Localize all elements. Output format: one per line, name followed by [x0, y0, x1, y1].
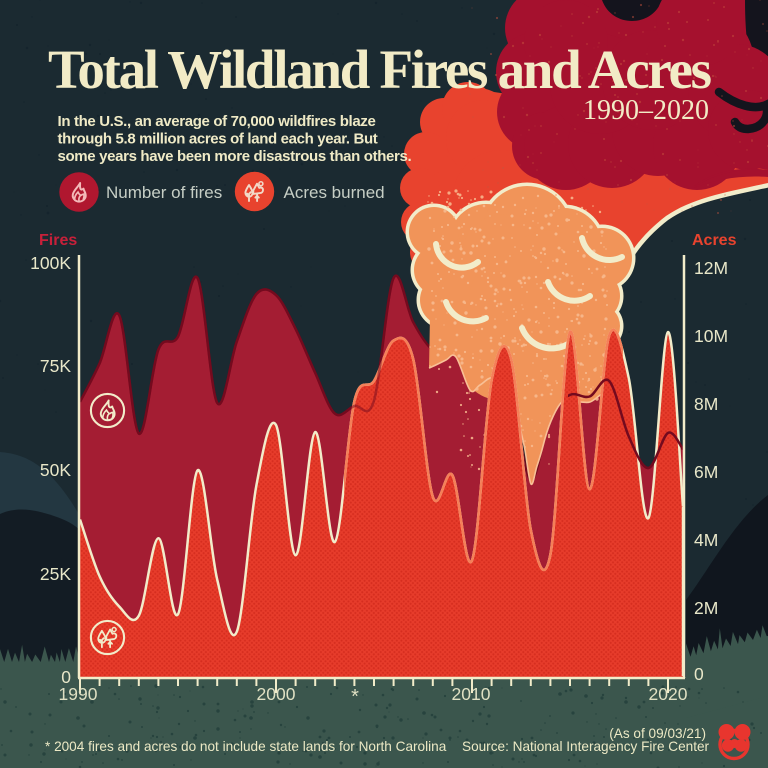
- svg-text:2000: 2000: [257, 684, 296, 704]
- svg-text:0: 0: [694, 664, 704, 684]
- svg-text:100K: 100K: [30, 253, 71, 273]
- svg-text:0: 0: [61, 667, 71, 687]
- svg-text:2010: 2010: [452, 684, 491, 704]
- svg-text:4M: 4M: [694, 530, 718, 550]
- svg-text:Acres: Acres: [692, 232, 737, 249]
- svg-text:some years have been more disa: some years have been more disastrous tha…: [58, 148, 412, 165]
- svg-text:10M: 10M: [694, 326, 728, 346]
- svg-text:Source: National Interagency: Source: National Interagency Fire Center: [462, 739, 710, 754]
- svg-text:2020: 2020: [649, 684, 688, 704]
- svg-text:8M: 8M: [694, 394, 718, 414]
- svg-text:1990–2020: 1990–2020: [583, 95, 709, 126]
- svg-text:6M: 6M: [694, 462, 718, 482]
- svg-text:*: *: [351, 686, 359, 708]
- svg-text:25K: 25K: [40, 564, 71, 584]
- svg-text:In the U.S., an average of 70,: In the U.S., an average of 70,000 wildfi…: [58, 113, 376, 130]
- svg-text:1990: 1990: [59, 684, 98, 704]
- svg-text:Fires: Fires: [39, 232, 77, 249]
- svg-text:through 5.8 million acres of l: through 5.8 million acres of land each y…: [58, 131, 378, 148]
- svg-text:2M: 2M: [694, 598, 718, 618]
- svg-text:* 2004 fires and acres do not: * 2004 fires and acres do not include st…: [45, 739, 447, 754]
- svg-text:75K: 75K: [40, 356, 71, 376]
- svg-text:(As of 09/03/21): (As of 09/03/21): [609, 726, 706, 741]
- svg-text:12M: 12M: [694, 258, 728, 278]
- svg-text:Total Wildland Fires and Acres: Total Wildland Fires and Acres: [48, 39, 712, 100]
- svg-text:50K: 50K: [40, 460, 71, 480]
- svg-text:Number of fires: Number of fires: [106, 183, 222, 202]
- svg-text:Acres burned: Acres burned: [284, 183, 385, 202]
